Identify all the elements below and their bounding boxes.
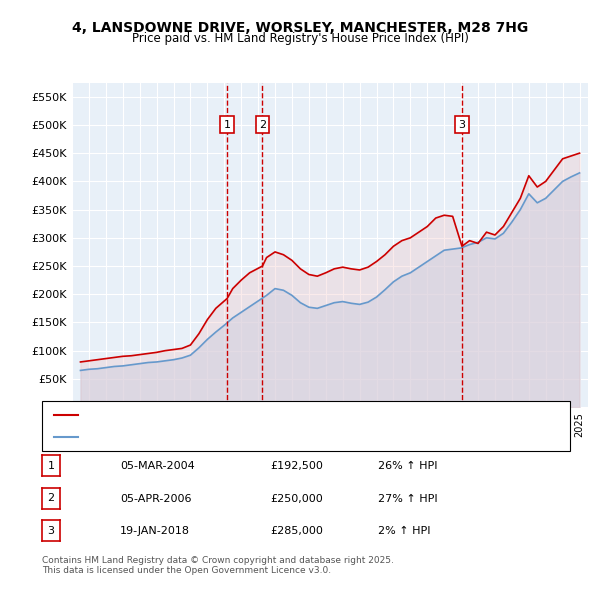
Text: 2: 2 (259, 120, 266, 130)
Text: 3: 3 (458, 120, 466, 130)
Text: 05-APR-2006: 05-APR-2006 (120, 494, 191, 503)
Text: 19-JAN-2018: 19-JAN-2018 (120, 526, 190, 536)
Text: 4, LANSDOWNE DRIVE, WORSLEY, MANCHESTER, M28 7HG (detached house): 4, LANSDOWNE DRIVE, WORSLEY, MANCHESTER,… (84, 410, 463, 420)
Text: £285,000: £285,000 (270, 526, 323, 536)
Text: 27% ↑ HPI: 27% ↑ HPI (378, 494, 437, 503)
Text: Contains HM Land Registry data © Crown copyright and database right 2025.
This d: Contains HM Land Registry data © Crown c… (42, 556, 394, 575)
Text: 2% ↑ HPI: 2% ↑ HPI (378, 526, 431, 536)
Text: Price paid vs. HM Land Registry's House Price Index (HPI): Price paid vs. HM Land Registry's House … (131, 32, 469, 45)
Text: 4, LANSDOWNE DRIVE, WORSLEY, MANCHESTER, M28 7HG: 4, LANSDOWNE DRIVE, WORSLEY, MANCHESTER,… (72, 21, 528, 35)
Text: £250,000: £250,000 (270, 494, 323, 503)
Text: £192,500: £192,500 (270, 461, 323, 471)
Text: HPI: Average price, detached house, Salford: HPI: Average price, detached house, Salf… (84, 432, 299, 442)
Text: 1: 1 (47, 461, 55, 471)
Text: 3: 3 (47, 526, 55, 536)
Text: 26% ↑ HPI: 26% ↑ HPI (378, 461, 437, 471)
Text: 1: 1 (224, 120, 230, 130)
Text: 2: 2 (47, 493, 55, 503)
Text: 05-MAR-2004: 05-MAR-2004 (120, 461, 195, 471)
